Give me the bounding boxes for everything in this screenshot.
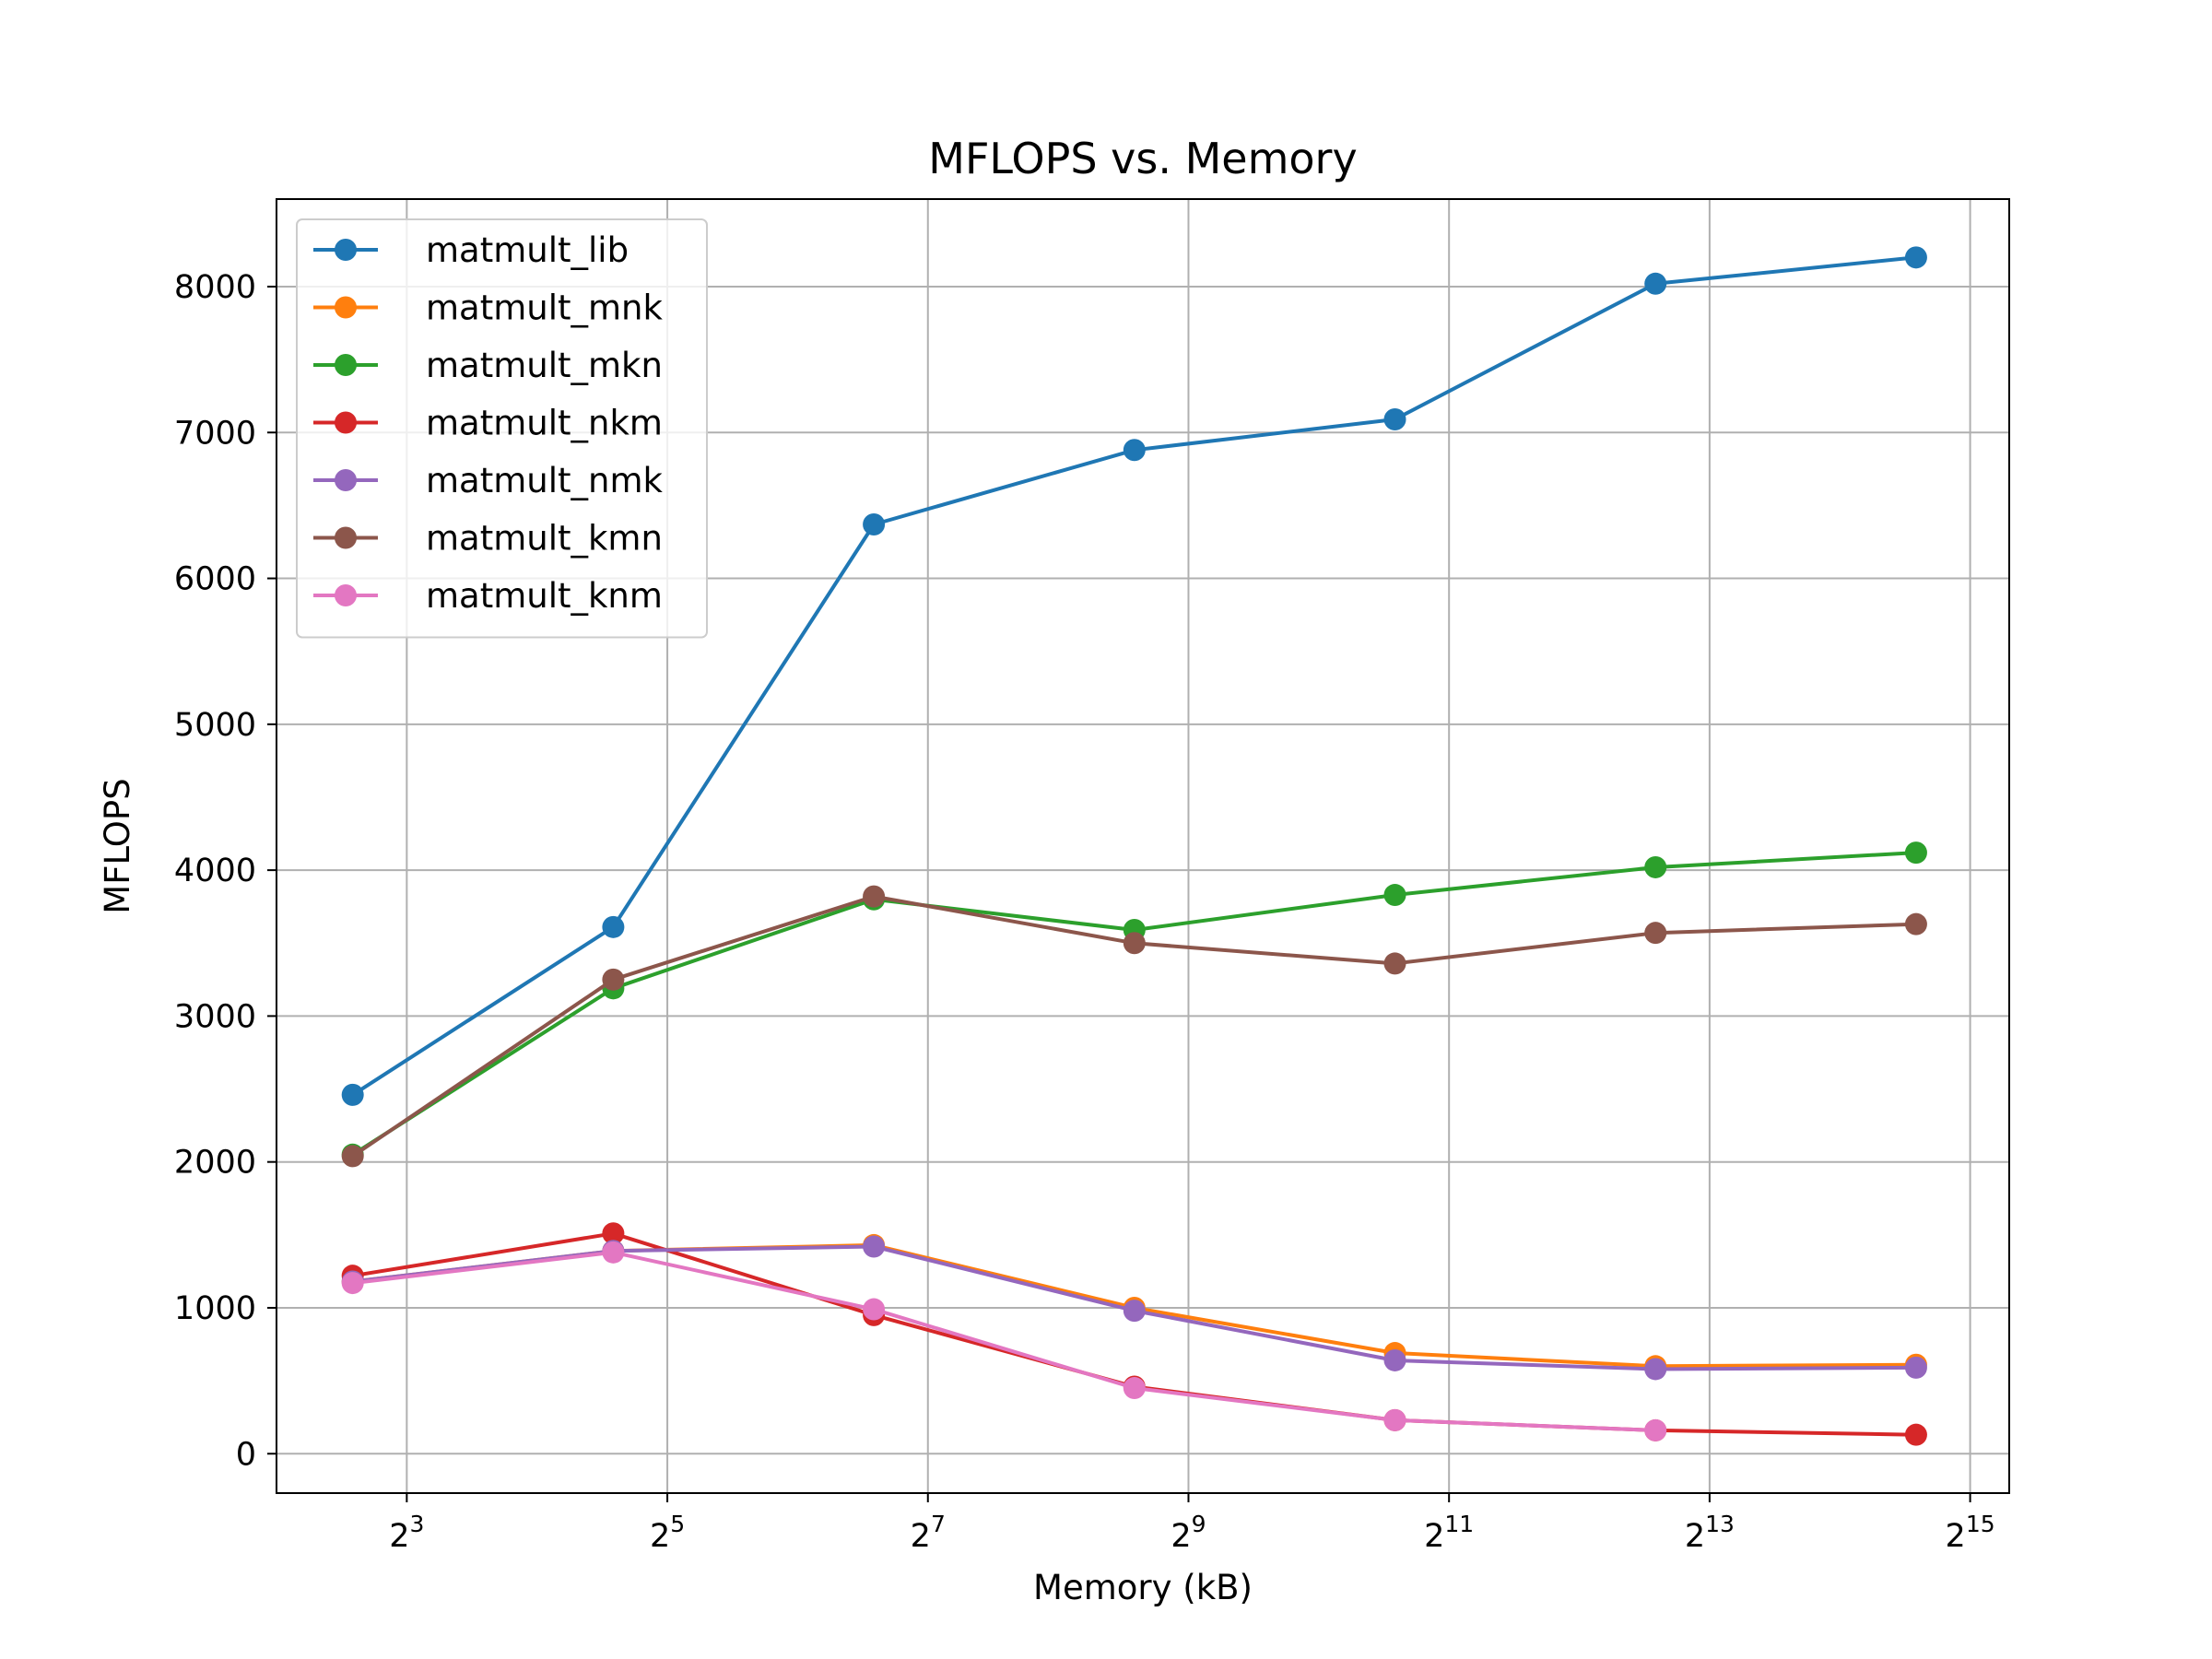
y-axis-label: MFLOPS xyxy=(98,778,137,913)
y-tick-label: 5000 xyxy=(174,707,256,744)
data-point xyxy=(341,1272,364,1295)
data-point xyxy=(1904,841,1927,865)
x-tick-exponent: 13 xyxy=(1705,1511,1735,1537)
data-point xyxy=(1383,952,1406,975)
data-point xyxy=(602,915,625,938)
legend-marker xyxy=(335,584,357,606)
data-point xyxy=(863,1235,886,1258)
grid-lines xyxy=(276,199,2009,1493)
legend-entry: matmult_lib xyxy=(313,230,629,270)
y-tick-label: 1000 xyxy=(174,1290,256,1327)
data-point xyxy=(1123,439,1146,462)
data-point xyxy=(1383,1348,1406,1371)
series-matmult_lib xyxy=(341,246,1927,1106)
x-axis: 23 25 27 29 211 213 215 xyxy=(389,1493,1995,1555)
x-tick-base: 2 xyxy=(1424,1518,1444,1555)
legend-box xyxy=(296,218,708,639)
x-tick-exponent: 5 xyxy=(670,1511,685,1537)
x-tick-label: 29 xyxy=(1171,1511,1206,1555)
legend-entry: matmult_nkm xyxy=(313,404,663,443)
legend-entry: matmult_kmn xyxy=(313,519,663,559)
chart-title: MFLOPS vs. Memory xyxy=(928,134,1357,183)
y-tick-label: 0 xyxy=(236,1436,256,1473)
data-point xyxy=(1383,408,1406,431)
data-point xyxy=(863,1298,886,1321)
legend-marker xyxy=(335,469,357,491)
legend-marker xyxy=(335,239,357,261)
x-tick-exponent: 11 xyxy=(1444,1511,1474,1537)
data-point xyxy=(1644,272,1667,295)
x-tick-label: 213 xyxy=(1685,1511,1735,1555)
data-point xyxy=(602,1222,625,1245)
legend-entry: matmult_knm xyxy=(313,576,663,616)
y-axis: 0 1000 2000 3000 4000 5000 6000 7000 8000 xyxy=(174,269,276,1473)
legend-marker xyxy=(335,411,357,434)
legend-label: matmult_mkn xyxy=(426,346,663,385)
legend-label: matmult_mnk xyxy=(426,288,663,328)
legend-marker xyxy=(335,296,357,319)
series-matmult_kmn xyxy=(341,885,1927,1168)
x-tick-exponent: 3 xyxy=(410,1511,425,1537)
y-tick-label: 4000 xyxy=(174,853,256,889)
series-matmult_knm xyxy=(341,1241,1667,1441)
data-point xyxy=(863,885,886,908)
legend-label: matmult_kmn xyxy=(426,519,663,559)
x-tick-label: 215 xyxy=(1946,1511,1995,1555)
y-tick-label: 6000 xyxy=(174,561,256,598)
data-point xyxy=(1644,855,1667,878)
x-tick-base: 2 xyxy=(389,1518,409,1555)
data-point xyxy=(341,1145,364,1168)
data-point xyxy=(1383,1408,1406,1431)
data-point xyxy=(1904,246,1927,269)
x-tick-label: 25 xyxy=(650,1511,685,1555)
legend-marker xyxy=(335,354,357,376)
data-point xyxy=(602,968,625,991)
x-tick-base: 2 xyxy=(650,1518,670,1555)
series-line xyxy=(352,1250,1656,1432)
data-point xyxy=(602,1241,625,1264)
legend-label: matmult_nmk xyxy=(426,461,663,500)
x-tick-label: 211 xyxy=(1424,1511,1474,1555)
legend-label: matmult_nkm xyxy=(426,404,663,443)
x-tick-exponent: 7 xyxy=(931,1511,946,1537)
data-point xyxy=(1904,912,1927,935)
data-point xyxy=(1644,1418,1667,1441)
x-tick-base: 2 xyxy=(911,1518,931,1555)
legend-entry: matmult_mkn xyxy=(313,346,663,385)
x-tick-base: 2 xyxy=(1685,1518,1705,1555)
data-point xyxy=(1904,1356,1927,1379)
data-point xyxy=(1123,1377,1146,1400)
legend-marker xyxy=(335,526,357,549)
data-point xyxy=(1904,1423,1927,1446)
legend: matmult_lib matmult_mnk matmult_mknmatmult… xyxy=(296,218,708,639)
legend-entry: matmult_mnk xyxy=(313,288,663,328)
data-point xyxy=(1123,1300,1146,1323)
y-tick-label: 8000 xyxy=(174,269,256,306)
series-layer xyxy=(341,246,1927,1446)
data-point xyxy=(1383,884,1406,907)
x-tick-exponent: 9 xyxy=(1192,1511,1206,1537)
legend-entry: matmult_nmk xyxy=(313,461,663,500)
data-point xyxy=(1644,922,1667,945)
x-axis-label: Memory (kB) xyxy=(1033,1568,1253,1607)
x-tick-exponent: 15 xyxy=(1966,1511,1995,1537)
plot-frame xyxy=(276,198,2010,1494)
data-point xyxy=(341,1083,364,1106)
x-tick-base: 2 xyxy=(1946,1518,1966,1555)
y-tick-label: 7000 xyxy=(174,415,256,452)
legend-label: matmult_lib xyxy=(426,230,629,270)
data-point xyxy=(863,512,886,535)
x-tick-label: 27 xyxy=(911,1511,946,1555)
x-tick-base: 2 xyxy=(1171,1518,1191,1555)
data-point xyxy=(1123,932,1146,955)
legend-label: matmult_knm xyxy=(426,576,663,616)
data-point xyxy=(1644,1358,1667,1381)
y-tick-label: 2000 xyxy=(174,1145,256,1182)
x-tick-label: 23 xyxy=(389,1511,424,1555)
y-tick-label: 3000 xyxy=(174,998,256,1035)
